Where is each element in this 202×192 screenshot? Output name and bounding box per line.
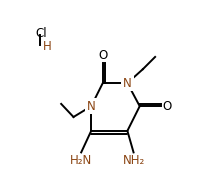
Text: H: H <box>43 40 52 53</box>
Text: N: N <box>123 77 132 90</box>
Text: N: N <box>87 100 96 113</box>
Text: H₂N: H₂N <box>70 154 92 167</box>
Text: O: O <box>162 100 171 113</box>
Text: NH₂: NH₂ <box>122 154 145 167</box>
Text: O: O <box>98 49 107 62</box>
Text: Cl: Cl <box>35 27 47 40</box>
